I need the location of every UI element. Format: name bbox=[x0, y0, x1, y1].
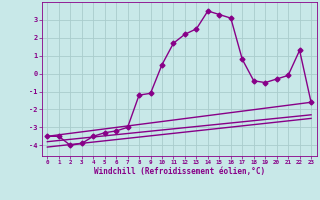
X-axis label: Windchill (Refroidissement éolien,°C): Windchill (Refroidissement éolien,°C) bbox=[94, 167, 265, 176]
